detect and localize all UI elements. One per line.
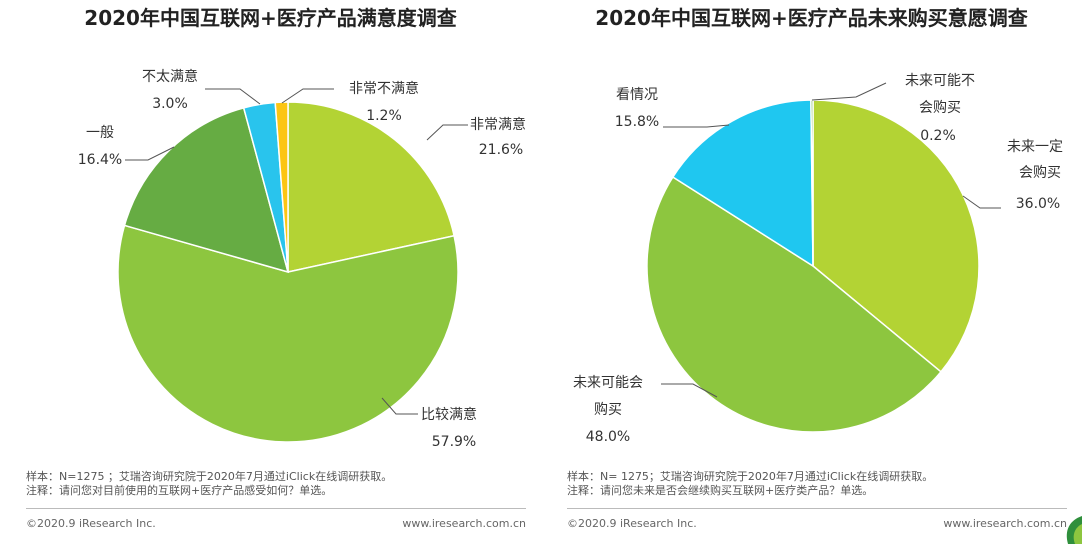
slice-value: 16.4%	[78, 152, 122, 168]
copyright-text: ©2020.9 iResearch Inc.	[567, 517, 697, 530]
website-text: www.iresearch.com.cn	[402, 517, 526, 530]
slice-label: 未来可能不会购买	[905, 73, 975, 116]
question-note: 注释：请问您对目前使用的互联网+医疗产品感受如何？单选。	[26, 484, 333, 497]
slice-label: 不太满意	[142, 68, 198, 85]
copyright-text: ©2020.9 iResearch Inc.	[26, 517, 156, 530]
slice-value: 48.0%	[586, 429, 630, 445]
footer-divider	[567, 508, 1067, 509]
purchase-intent-chart-panel: 2020年中国互联网+医疗产品未来购买意愿调查 未来一定会购买 36.0% 未来…	[541, 0, 1082, 544]
pie-slice	[671, 99, 814, 268]
slice-label: 未来可能会购买	[573, 375, 643, 418]
satisfaction-chart-panel: 2020年中国互联网+医疗产品满意度调查 非常满意 21.6% 比较满意 57.…	[26, 6, 526, 530]
pie-slice	[123, 106, 290, 274]
survey-notes: 样本：N= 1275；艾瑞咨询研究院于2020年7月通过iClick在线调研获取…	[567, 470, 1067, 498]
slice-value: 1.2%	[366, 108, 402, 124]
pie-slice	[287, 101, 455, 273]
slice-label: 非常不满意	[349, 80, 419, 97]
question-note: 注释：请问您未来是否会继续购买互联网+医疗类产品？单选。	[567, 484, 874, 497]
slice-value: 36.0%	[1016, 196, 1060, 212]
slice-label: 一般	[86, 125, 114, 141]
slice-value: 3.0%	[152, 96, 188, 112]
chart-title: 2020年中国互联网+医疗产品满意度调查	[84, 6, 457, 30]
slice-label: 看情况	[616, 87, 658, 103]
pie-slice	[274, 101, 289, 273]
slice-label: 非常满意	[470, 116, 526, 133]
website-text: www.iresearch.com.cn	[943, 517, 1067, 530]
slice-value: 21.6%	[479, 142, 523, 158]
chart-title: 2020年中国互联网+医疗产品未来购买意愿调查	[595, 6, 1028, 30]
brand-logo-icon	[1066, 516, 1082, 544]
footer-divider	[26, 508, 526, 509]
slice-value: 15.8%	[615, 114, 659, 130]
slice-value: 0.2%	[920, 128, 956, 144]
sample-note: 样本：N=1275 ；艾瑞咨询研究院于2020年7月通过iClick在线调研获取…	[26, 470, 393, 483]
pie-slice	[117, 224, 459, 443]
satisfaction-pie-chart: 非常满意 21.6% 比较满意 57.9% 一般 16.4% 不太满意 3.0%…	[78, 68, 526, 450]
pie-slice	[812, 99, 980, 373]
purchase-intent-pie-chart: 未来一定会购买 36.0% 未来可能会购买 48.0% 看情况 15.8% 未来…	[573, 73, 1063, 445]
slice-label: 未来一定会购买	[1007, 139, 1063, 181]
sample-note: 样本：N= 1275；艾瑞咨询研究院于2020年7月通过iClick在线调研获取…	[567, 470, 934, 483]
slice-label: 比较满意	[421, 406, 477, 423]
survey-notes: 样本：N=1275 ；艾瑞咨询研究院于2020年7月通过iClick在线调研获取…	[26, 470, 526, 498]
slice-value: 57.9%	[432, 434, 476, 450]
pie-slice	[646, 176, 942, 433]
